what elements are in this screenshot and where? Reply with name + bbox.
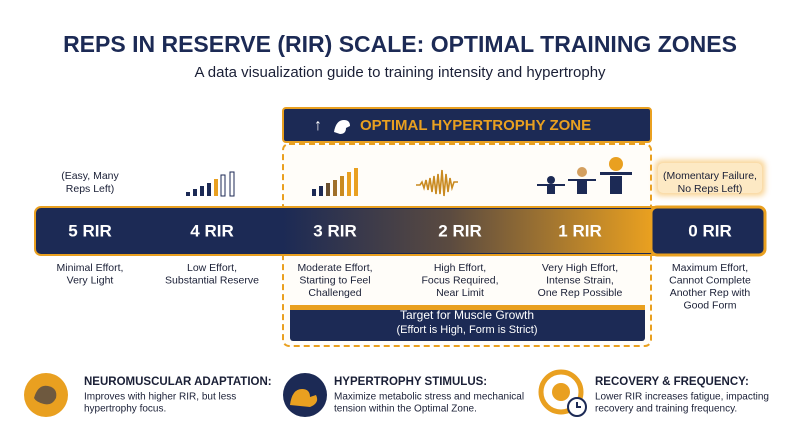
- zone-bar: [283, 209, 651, 253]
- target-subtitle: (Effort is High, Form is Strict): [397, 324, 538, 336]
- failure-note-box: [658, 163, 762, 193]
- effort-icon-low: [186, 171, 235, 197]
- target-box: [290, 305, 645, 341]
- rir-description: Substantial Reserve: [165, 274, 259, 286]
- rir-description: Minimal Effort,: [57, 262, 124, 274]
- rir-label: 2 RIR: [438, 221, 481, 240]
- target-title: Target for Muscle Growth: [400, 308, 534, 322]
- rir-label: 0 RIR: [688, 221, 731, 240]
- muscle-icon: [334, 120, 350, 134]
- rir-description: Moderate Effort,: [297, 262, 372, 274]
- rir-label: 1 RIR: [558, 221, 601, 240]
- rir-description: Focus Required,: [421, 274, 498, 286]
- title: REPS IN RESERVE (RIR) SCALE: OPTIMAL TRA…: [63, 31, 737, 57]
- zone-label: OPTIMAL HYPERTROPHY ZONE: [360, 117, 591, 134]
- rir-description: Near Limit: [436, 287, 484, 299]
- info-text: recovery and training frequency.: [595, 404, 737, 415]
- effort-icon-moderate: [312, 168, 358, 196]
- zone-header: [282, 107, 652, 143]
- target-top: [290, 305, 645, 310]
- rir-label: 3 RIR: [313, 221, 356, 240]
- rir-description: Intense Strain,: [546, 274, 614, 286]
- effort-icon-lifters: [537, 157, 632, 194]
- rir-description: One Rep Possible: [538, 287, 623, 299]
- rir-note: Reps Left): [66, 183, 114, 195]
- info-text: Improves with higher RIR, but less: [84, 392, 236, 403]
- failure-outline: [649, 205, 767, 257]
- info-text: hypertrophy focus.: [84, 404, 166, 415]
- info-title: NEUROMUSCULAR ADAPTATION:: [84, 376, 272, 388]
- info-title: RECOVERY & FREQUENCY:: [595, 376, 749, 388]
- rir-description: Very High Effort,: [542, 262, 618, 274]
- rir-note: No Reps Left): [678, 183, 743, 195]
- rir-note: (Easy, Many: [61, 170, 119, 182]
- rir-note: (Momentary Failure,: [663, 170, 757, 182]
- info-text: tension within the Optimal Zone.: [334, 404, 477, 415]
- rir-description: Very Light: [67, 274, 114, 286]
- subtitle: A data visualization guide to training i…: [194, 64, 606, 81]
- arrow-icon: ↑: [314, 117, 322, 134]
- rir-description: High Effort,: [434, 262, 486, 274]
- rir-description: Low Effort,: [187, 262, 237, 274]
- rir-description: Challenged: [308, 287, 361, 299]
- rir-description: Cannot Complete: [669, 274, 751, 286]
- info-icons: [24, 369, 587, 417]
- info-text: Maximize metabolic stress and mechanical: [334, 392, 524, 403]
- info-text: Lower RIR increases fatigue, impacting: [595, 392, 769, 403]
- effort-icon-high: [416, 169, 458, 197]
- rir-description: Good Form: [683, 299, 736, 311]
- rir-label: 4 RIR: [190, 221, 233, 240]
- info-title: HYPERTROPHY STIMULUS:: [334, 376, 487, 388]
- rir-description: Starting to Feel: [299, 274, 370, 286]
- rir-description: Another Rep with: [670, 287, 751, 299]
- rir-label: 5 RIR: [68, 221, 111, 240]
- rir-description: Maximum Effort,: [672, 262, 748, 274]
